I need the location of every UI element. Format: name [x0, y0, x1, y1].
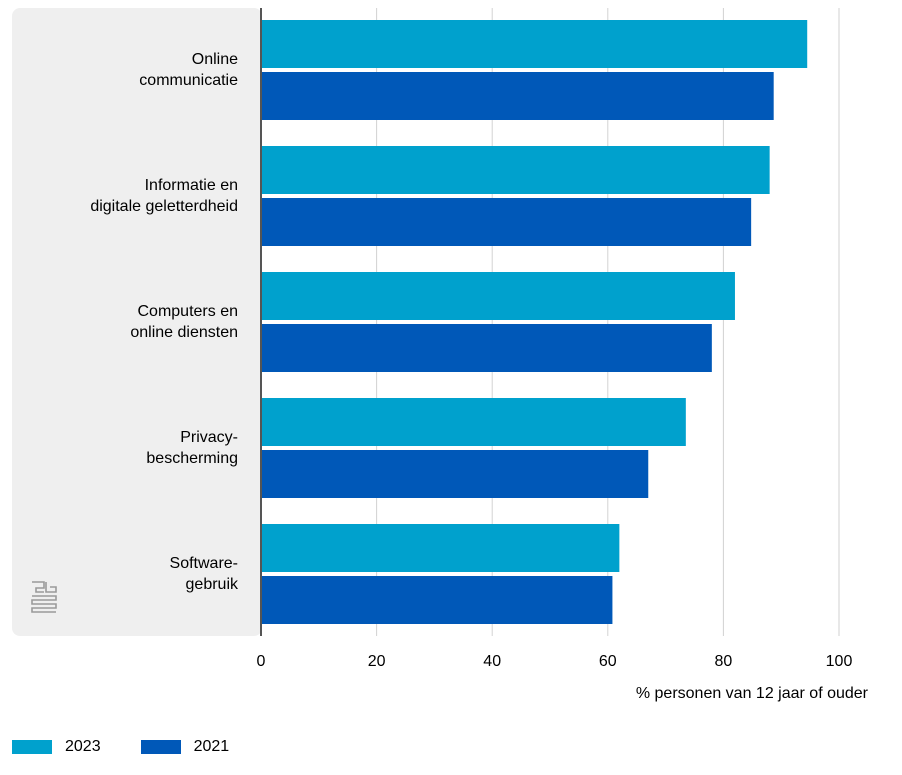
- category-label: Software-gebruik: [170, 555, 239, 593]
- bar-2023: [261, 272, 735, 320]
- category-panel: [12, 8, 262, 636]
- bar-2023: [261, 524, 620, 572]
- x-tick-labels: 0 20 40 60 80 100: [257, 653, 853, 670]
- bar-2021: [261, 576, 613, 624]
- x-tick-label: 80: [715, 653, 733, 670]
- category-labels: Online communicatie Informatie en digitale …: [90, 51, 239, 593]
- x-tick-label: 20: [368, 653, 386, 670]
- legend-label-2021: 2021: [193, 738, 230, 755]
- bar-2021: [261, 198, 752, 246]
- category-label: Informatie en digitale geletterdheid: [90, 177, 238, 215]
- bar-chart: Online communicatie Informatie en digitale …: [12, 8, 869, 702]
- bar-2021: [261, 450, 649, 498]
- bar-2021: [261, 324, 712, 372]
- x-tick-label: 60: [599, 653, 617, 670]
- x-tick-label: 100: [826, 653, 853, 670]
- legend-swatch-2021: [140, 740, 181, 754]
- bar-2023: [261, 146, 770, 194]
- legend-item-2021: 2021: [140, 738, 230, 756]
- bars: [261, 20, 808, 624]
- category-label: Online communicatie: [139, 51, 238, 89]
- bar-2023: [261, 20, 808, 68]
- bar-2023: [261, 398, 686, 446]
- bar-2021: [261, 72, 774, 120]
- legend-item-2023: 2023: [12, 738, 101, 756]
- category-label: Computers en online diensten: [130, 303, 238, 341]
- legend: 2023 2021: [12, 738, 269, 756]
- cbs-logo-icon: [31, 581, 57, 613]
- x-axis-title: % personen van 12 jaar of ouder: [636, 685, 869, 702]
- category-label: Privacy-bescherming: [146, 429, 238, 467]
- legend-swatch-2023: [12, 740, 52, 754]
- x-tick-label: 0: [257, 653, 266, 670]
- x-tick-label: 40: [483, 653, 501, 670]
- legend-label-2023: 2023: [65, 738, 101, 755]
